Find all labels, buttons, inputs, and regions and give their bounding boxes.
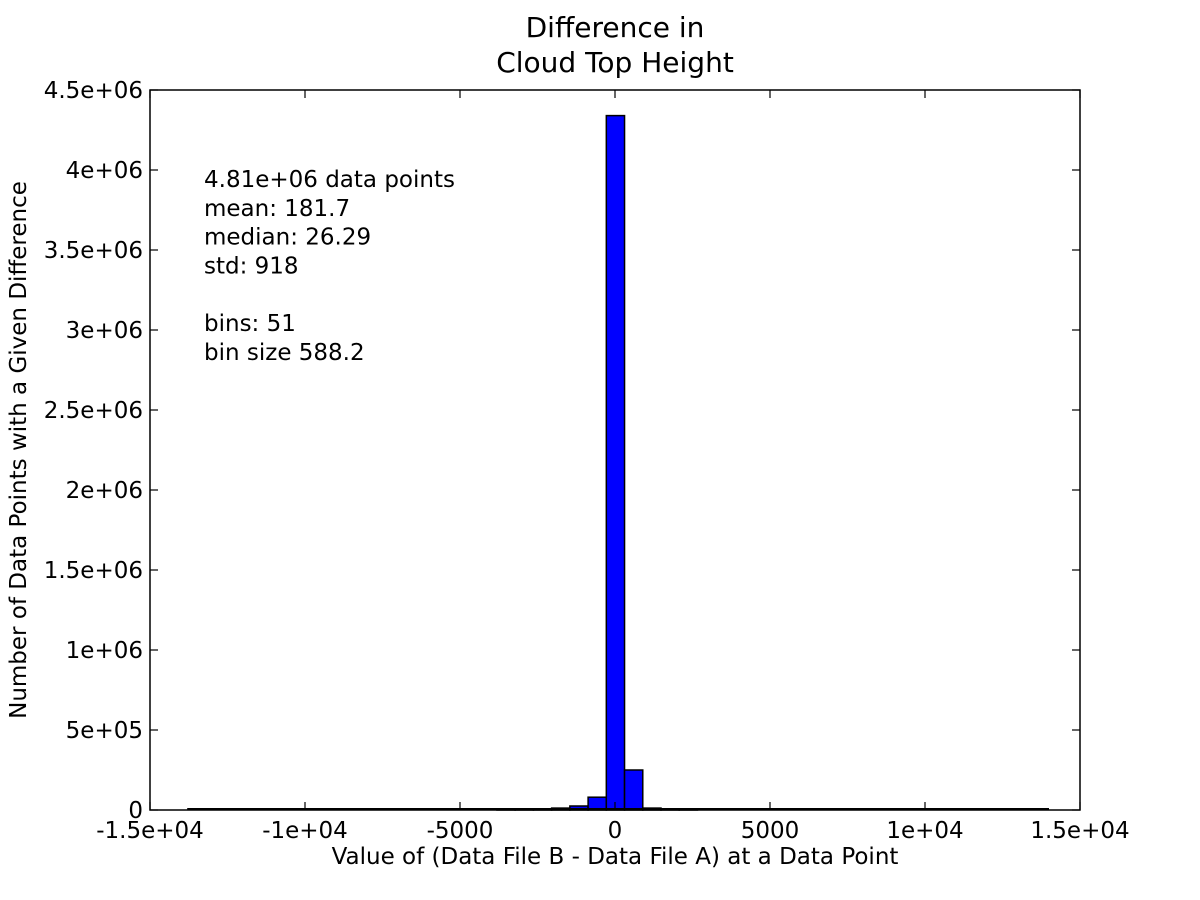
chart-title-line: Cloud Top Height [496, 46, 734, 79]
histogram-bar [623, 769, 644, 811]
histogram-bar [605, 114, 626, 811]
stats-line: median: 26.29 [204, 225, 371, 251]
stats-line: bin size 588.2 [204, 340, 365, 366]
y-tick-label: 0 [128, 798, 143, 824]
stats-line: std: 918 [204, 253, 299, 279]
chart-title-line: Difference in [526, 11, 705, 44]
x-tick-label: -5000 [427, 818, 494, 844]
x-tick-label: 1.5e+04 [1030, 818, 1129, 844]
y-tick-label: 2.5e+06 [44, 398, 143, 424]
y-axis-ticks: 0 5e+05 1e+06 1.5e+06 2e+06 2.5e+06 3e+06 3.5e+… [44, 78, 1080, 824]
x-tick-label: -1e+04 [262, 818, 348, 844]
x-tick-label: 5000 [741, 818, 800, 844]
x-axis-label: Value of (Data File B - Data File A) at … [332, 844, 899, 870]
y-tick-label: 1.5e+06 [44, 558, 143, 584]
y-tick-label: 3e+06 [66, 318, 143, 344]
y-tick-label: 4.5e+06 [44, 78, 143, 104]
y-tick-label: 3.5e+06 [44, 238, 143, 264]
x-tick-label: 1e+04 [886, 818, 963, 844]
stats-line: bins: 51 [204, 311, 296, 337]
stats-annotation: 4.81e+06 data points mean: 181.7 median: 2… [204, 167, 455, 366]
y-tick-label: 2e+06 [66, 478, 143, 504]
y-tick-label: 4e+06 [66, 158, 143, 184]
histogram-bars [496, 114, 699, 811]
stats-line: mean: 181.7 [204, 196, 350, 222]
y-tick-label: 1e+06 [66, 638, 143, 664]
stats-line: 4.81e+06 data points [204, 167, 455, 193]
y-tick-label: 5e+05 [66, 718, 143, 744]
x-axis-ticks: -1.5e+04 -1e+04 -5000 0 5000 1e+04 1.5e+04 [96, 90, 1130, 844]
x-tick-label: 0 [608, 818, 623, 844]
y-axis-label: Number of Data Points with a Given Diffe… [6, 181, 32, 719]
x-tick-label: -1.5e+04 [96, 818, 204, 844]
